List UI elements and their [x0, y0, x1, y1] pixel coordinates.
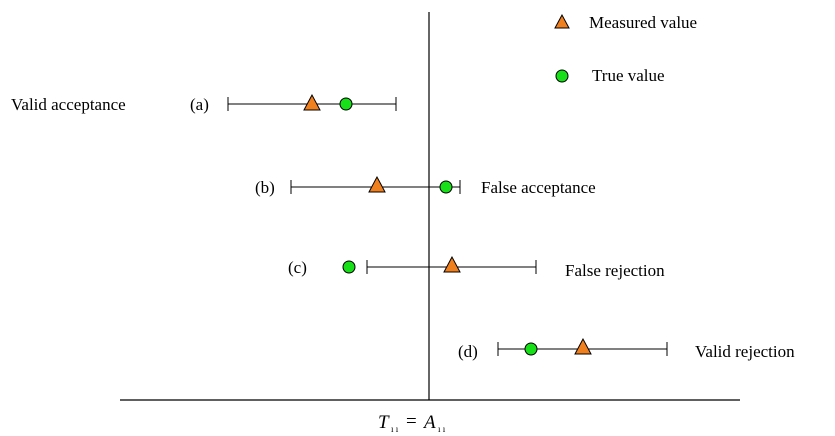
case-d: (d) Valid rejection	[458, 337, 795, 361]
limit-label-t-sub: ı ı	[391, 424, 399, 434]
case-c-measured-triangle-icon	[443, 255, 461, 273]
case-b: (b) False acceptance	[255, 175, 596, 197]
limit-label-eq: =	[406, 411, 417, 432]
case-a: Valid acceptance (a)	[11, 93, 397, 114]
case-c-true-circle-icon	[342, 260, 356, 274]
case-b-outcome: False acceptance	[481, 178, 596, 197]
limit-label: T ı ı = A ı ı	[378, 411, 446, 434]
legend-triangle-icon	[554, 13, 570, 29]
case-a-outcome: Valid acceptance	[11, 95, 126, 114]
case-c: (c) False rejection	[288, 255, 665, 280]
case-b-tag: (b)	[255, 178, 275, 197]
legend-true-label: True value	[592, 66, 665, 85]
case-a-tag: (a)	[190, 95, 209, 114]
legend-circle-icon	[555, 69, 569, 83]
limit-label-t: T	[378, 412, 390, 433]
case-b-true-circle-icon	[439, 180, 453, 194]
limit-label-a-sub: ı ı	[438, 424, 446, 434]
case-c-tag: (c)	[288, 258, 307, 277]
case-d-outcome: Valid rejection	[695, 342, 795, 361]
case-d-tag: (d)	[458, 342, 478, 361]
case-a-measured-triangle-icon	[303, 93, 321, 111]
case-d-measured-triangle-icon	[574, 337, 592, 355]
case-d-true-circle-icon	[524, 342, 538, 356]
case-a-true-circle-icon	[339, 97, 353, 111]
limit-label-a: A	[422, 412, 436, 433]
legend-measured-label: Measured value	[589, 13, 697, 32]
legend: Measured value True value	[554, 13, 697, 85]
case-c-outcome: False rejection	[565, 261, 665, 280]
case-b-measured-triangle-icon	[368, 175, 386, 193]
